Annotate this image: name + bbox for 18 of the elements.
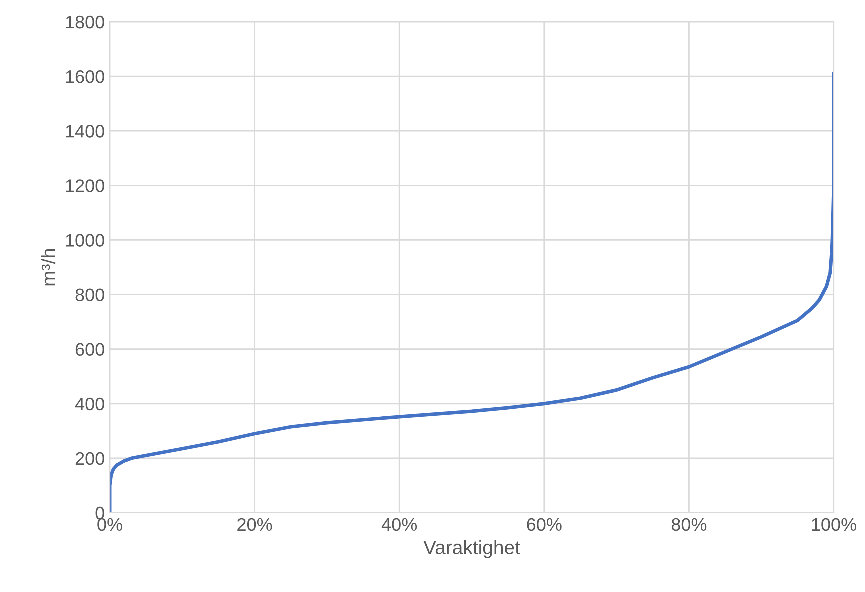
y-tick-label: 1800	[66, 16, 104, 29]
y-tick-label: 1200	[66, 180, 104, 192]
x-tick-label: 20%	[238, 518, 272, 532]
x-tick-label: 40%	[382, 518, 418, 532]
y-tick-label: 1000	[66, 234, 104, 247]
x-tick-label: 60%	[527, 518, 562, 532]
y-tick-label: 1400	[66, 125, 104, 138]
x-tick-label: 80%	[672, 518, 707, 532]
y-tick-label: 400	[75, 398, 104, 411]
y-tick-label: 0	[96, 506, 104, 520]
x-tick-label: 0%	[98, 518, 122, 532]
y-tick-label: 800	[76, 288, 104, 302]
x-tick-label: 100%	[812, 518, 856, 532]
y-axis-title: m³/h	[41, 249, 56, 286]
y-tick-label: 1600	[66, 70, 104, 84]
y-tick-label: 600	[76, 343, 104, 356]
x-axis-title: Varaktighet	[424, 540, 520, 558]
y-tick-label: 200	[76, 452, 104, 466]
